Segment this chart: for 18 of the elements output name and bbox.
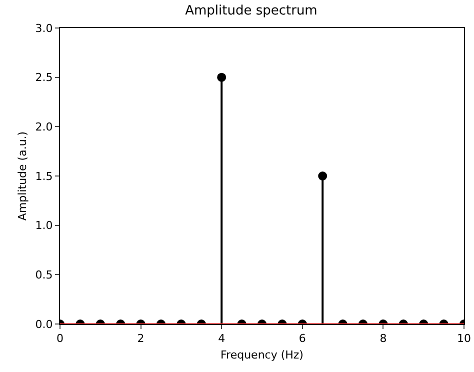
point xyxy=(318,172,328,180)
x-tick-label: 8 xyxy=(380,332,387,346)
y-tick-label: 0.0 xyxy=(35,318,53,331)
chart-title: Amplitude spectrum xyxy=(185,4,318,19)
x-tick-label: 0 xyxy=(56,332,64,346)
y-tick-label: 0.5 xyxy=(35,268,53,282)
y-tick-label: 2.0 xyxy=(35,120,53,134)
x-tick-label: 2 xyxy=(137,332,144,346)
y-tick-label: 2.5 xyxy=(35,71,53,84)
x-tick-label: 4 xyxy=(218,332,226,346)
y-tick-label: 3.0 xyxy=(35,22,53,35)
x-tick-label: 10 xyxy=(457,332,471,346)
y-axis-title: Amplitude (a.u.) xyxy=(16,131,29,221)
y-tick-label: 1.0 xyxy=(35,219,53,232)
x-axis-title: Frequency (Hz) xyxy=(220,348,304,362)
y-tick-label: 1.5 xyxy=(35,170,53,183)
x-tick-label: 6 xyxy=(298,332,306,346)
point xyxy=(217,72,226,82)
